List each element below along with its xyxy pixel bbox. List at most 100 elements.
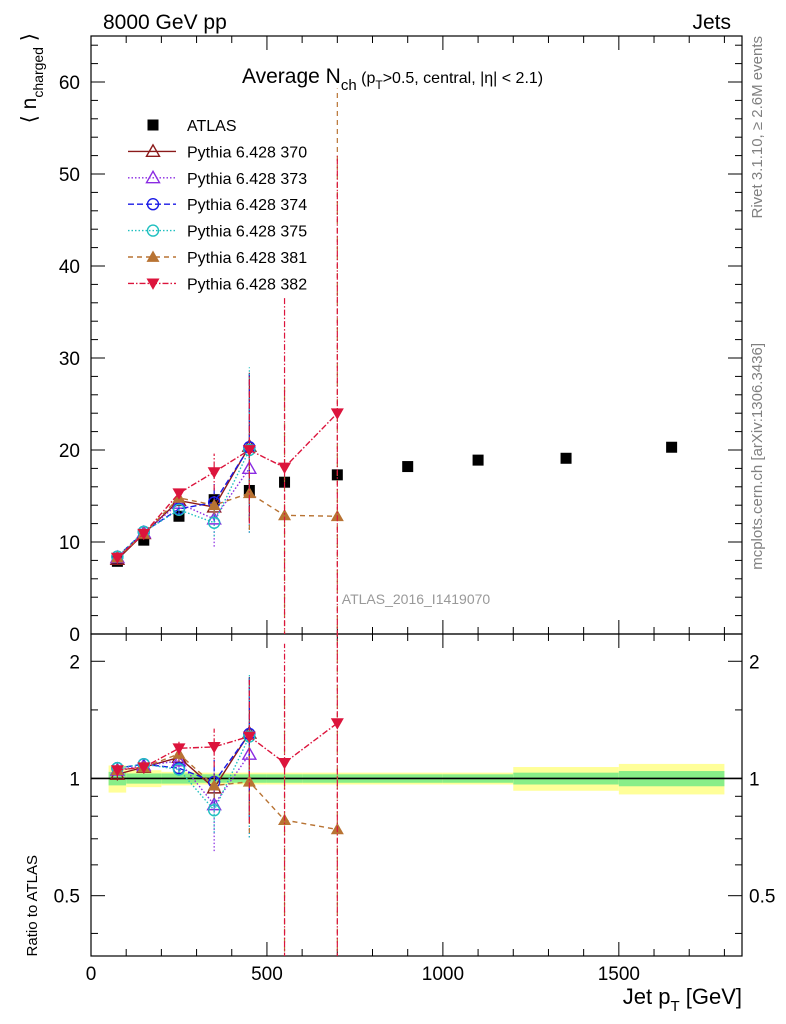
ratio-tick-label: 1 <box>69 769 80 790</box>
xlabel-unit: [GeV] <box>680 984 742 1009</box>
series-382-ratio-point <box>207 742 221 754</box>
atlas-data-point <box>472 454 484 466</box>
atlas-data-point <box>173 510 185 522</box>
series-373-line <box>116 468 250 559</box>
y-tick-label: 10 <box>59 533 80 554</box>
legend-entry-374: Pythia 6.428 374 <box>128 197 307 214</box>
title-tail-sub: T <box>375 78 383 92</box>
series-374-line <box>116 446 250 558</box>
series-381-point <box>207 498 221 511</box>
legend-label: Pythia 6.428 382 <box>187 276 307 293</box>
y-tick-label: 20 <box>59 441 80 462</box>
series-382-point <box>172 488 186 500</box>
legend-marker <box>146 197 160 211</box>
legend-entry-381: Pythia 6.428 381 <box>128 250 307 267</box>
y-tick-label: 50 <box>59 165 80 186</box>
x-tick-label: 500 <box>251 964 283 985</box>
series-375-point <box>207 516 221 529</box>
ylabel-close: ⟩ <box>18 33 41 47</box>
series-382-ratio-point <box>172 743 186 755</box>
ratio-tick-label-right: 2 <box>749 652 760 673</box>
legend-marker <box>146 250 160 262</box>
series-382-point <box>278 462 292 474</box>
series-382-ratio-point <box>137 762 151 774</box>
legend-label: Pythia 6.428 373 <box>187 171 307 188</box>
main-y-axis-label: ⟨ ncharged ⟩ <box>18 33 46 123</box>
x-axis-label: Jet pT [GeV] <box>623 984 742 1015</box>
series-382-point <box>110 552 124 565</box>
ratio-tick-label-right: 0.5 <box>749 887 775 908</box>
atlas-data-point <box>402 461 414 473</box>
mcplots-label: mcplots.cern.ch [arXiv:1306.3436] <box>749 343 766 570</box>
ratio-tick-label-right: 1 <box>749 769 760 790</box>
x-tick-label: 1500 <box>598 964 640 985</box>
legend-entry-atlas: ATLAS <box>147 118 237 135</box>
series-373-main <box>109 404 258 564</box>
series-373-ratio-point <box>171 753 187 767</box>
title-sub: ch <box>341 77 357 94</box>
series-382-main <box>110 155 344 634</box>
y-tick-label: 0 <box>69 625 80 646</box>
chart-title: Average Nch (pT>0.5, central, |η| < 2.1) <box>242 65 543 94</box>
legend-label: Pythia 6.428 375 <box>187 224 307 241</box>
series-374-main <box>111 373 256 563</box>
title-cut: >0.5, central, |η| < 2.1) <box>383 70 543 87</box>
legend-label: ATLAS <box>187 118 237 135</box>
legend-entry-373: Pythia 6.428 373 <box>128 169 307 188</box>
series-375-point <box>172 503 186 516</box>
xlabel-main: Jet p <box>623 984 671 1009</box>
series-381-ratio-point <box>242 775 256 787</box>
series-382-ratio-point <box>110 765 124 777</box>
series-370-main <box>109 372 258 566</box>
legend-marker <box>145 169 161 184</box>
ylabel-main: ⟨ n <box>18 98 41 124</box>
series-382-point <box>207 467 221 479</box>
y-tick-label: 30 <box>59 349 80 370</box>
legend-marker <box>147 119 159 131</box>
series-382-ratio-point <box>330 718 344 730</box>
atlas-data-point <box>666 441 678 453</box>
series-375-line <box>116 449 250 558</box>
xlabel-sub: T <box>670 998 679 1015</box>
rivet-label: Rivet 3.1.10, ≥ 2.6M events <box>749 36 766 219</box>
ratio-tick-label: 2 <box>69 652 80 673</box>
x-tick-label: 1000 <box>422 964 464 985</box>
series-382-ratio-point <box>278 757 292 770</box>
process-label: Jets <box>692 11 731 34</box>
series-382-ratio <box>110 634 344 956</box>
legend-marker <box>146 278 160 290</box>
series-375-main <box>111 367 256 563</box>
legend-marker <box>145 143 161 157</box>
y-tick-label: 40 <box>59 257 80 278</box>
series-370-ratio <box>109 677 258 818</box>
series-375-ratio-point <box>172 763 186 776</box>
ratio-tick-label: 0.5 <box>54 887 80 908</box>
series-375-ratio-point <box>207 804 221 817</box>
series-381-main <box>110 88 344 634</box>
legend-label: Pythia 6.428 381 <box>187 250 307 267</box>
legend-entry-382: Pythia 6.428 382 <box>128 276 307 293</box>
series-382-point <box>137 528 151 541</box>
legend-label: Pythia 6.428 370 <box>187 144 307 161</box>
series-375-ratio-line <box>117 736 250 812</box>
series-374-ratio-line <box>117 733 250 783</box>
legend-marker <box>146 224 160 237</box>
series-382-ratio-point <box>242 731 256 743</box>
ratio-plot-frame <box>90 633 743 957</box>
legend-entry-370: Pythia 6.428 370 <box>128 143 307 161</box>
legend-label: Pythia 6.428 374 <box>187 197 307 214</box>
analysis-id: ATLAS_2016_I1419070 <box>342 591 491 607</box>
title-main: Average N <box>242 65 341 88</box>
atlas-data-point <box>560 452 572 464</box>
series-382-point <box>242 445 256 457</box>
ylabel-sub: charged <box>30 47 46 98</box>
series-382-point <box>330 408 344 420</box>
series-381-ratio-point <box>207 779 221 791</box>
legend-entry-375: Pythia 6.428 375 <box>128 224 307 241</box>
title-tail: (p <box>357 70 376 87</box>
energy-label: 8000 GeV pp <box>103 11 227 34</box>
legend: ATLAS Pythia 6.428 370 Pythia 6.428 373 Pyt… <box>128 118 307 293</box>
